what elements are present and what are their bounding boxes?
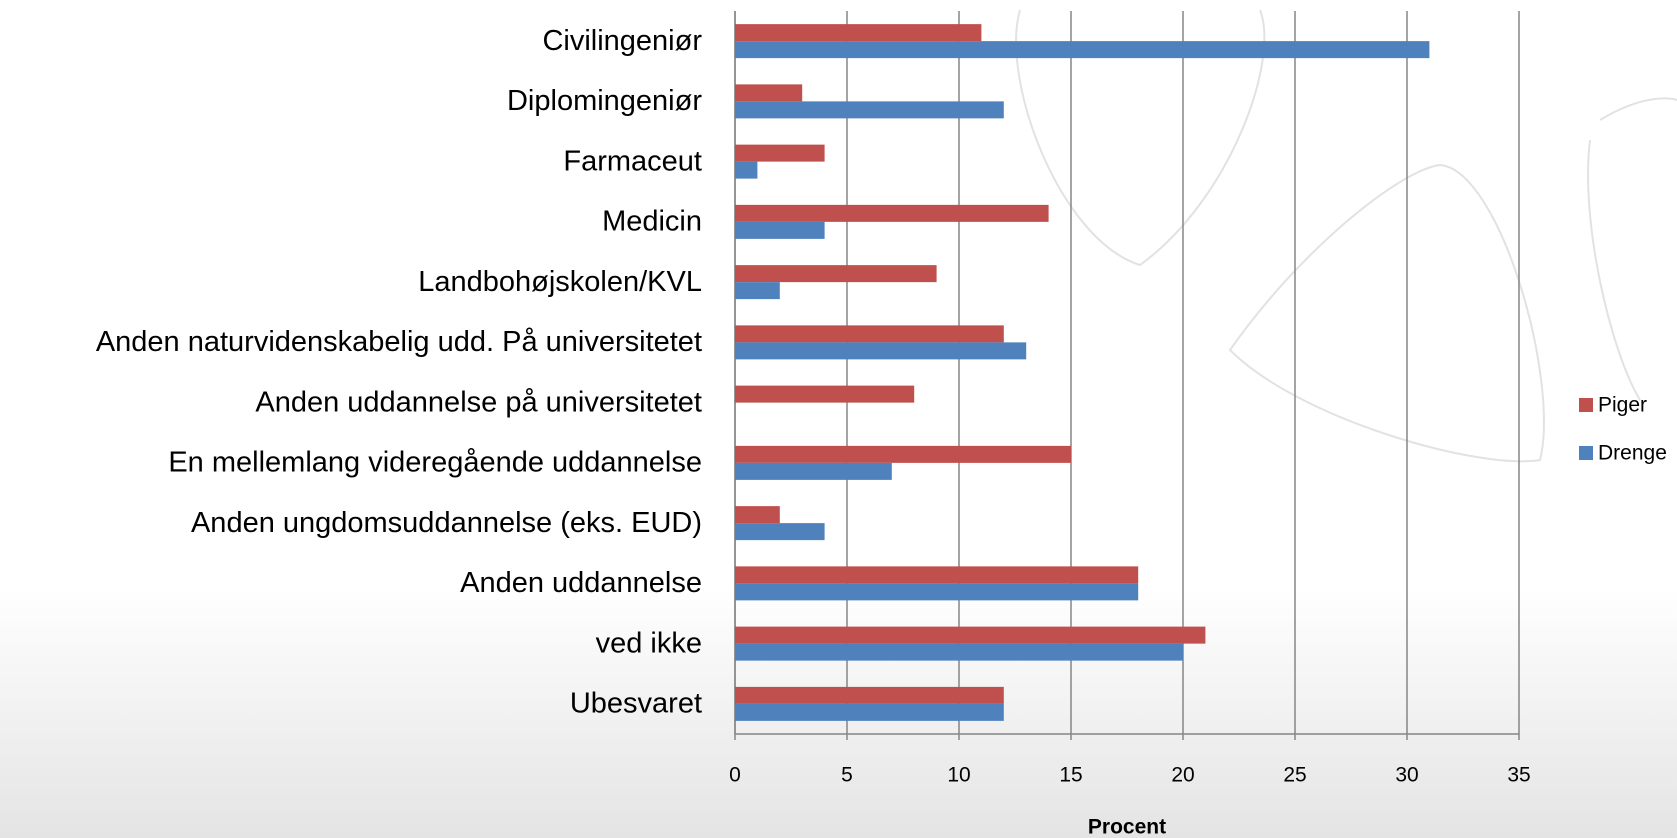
- x-tick-label: 0: [729, 764, 741, 787]
- bar: [735, 626, 1206, 644]
- y-tick-label: Anden uddannelse: [460, 567, 702, 599]
- bar: [735, 101, 1004, 119]
- y-tick-label: En mellemlang videregående uddannelse: [168, 447, 702, 479]
- bar: [735, 265, 937, 283]
- bar: [735, 566, 1139, 584]
- bar: [735, 703, 1004, 721]
- bar: [735, 583, 1139, 601]
- bar: [735, 41, 1430, 59]
- x-tick-label: 5: [841, 764, 853, 787]
- y-tick-label: Civilingeniør: [542, 25, 702, 57]
- bar: [735, 144, 825, 162]
- y-tick-label: Farmaceut: [563, 145, 702, 177]
- bar: [735, 342, 1027, 360]
- legend-label: Drenge: [1598, 442, 1667, 465]
- y-tick-label: Ubesvaret: [570, 688, 702, 720]
- bar: [735, 325, 1004, 343]
- x-tick-label: 30: [1395, 764, 1418, 787]
- legend-swatch: [1579, 446, 1593, 460]
- y-tick-label: Landbohøjskolen/KVL: [418, 266, 702, 298]
- y-tick-label: Diplomingeniør: [507, 85, 702, 117]
- bar: [735, 204, 1049, 222]
- legend-swatch: [1579, 398, 1593, 412]
- y-tick-label: Anden naturvidenskabelig udd. På univers…: [96, 326, 702, 358]
- bar: [735, 282, 780, 300]
- bar: [735, 24, 982, 42]
- bar: [735, 161, 758, 179]
- bar: [735, 523, 825, 541]
- x-tick-label: 15: [1059, 764, 1082, 787]
- bar: [735, 462, 892, 480]
- bar: [735, 506, 780, 524]
- x-tick-label: 35: [1507, 764, 1530, 787]
- y-tick-label: Medicin: [602, 206, 702, 238]
- x-axis-label: Procent: [1088, 816, 1166, 838]
- bar: [735, 385, 915, 403]
- bar: [735, 84, 803, 102]
- bar: [735, 221, 825, 239]
- y-tick-label: Anden uddannelse på universitetet: [255, 386, 702, 418]
- y-tick-label: ved ikke: [596, 627, 702, 659]
- bar: [735, 445, 1071, 463]
- x-tick-label: 25: [1283, 764, 1306, 787]
- x-tick-label: 10: [947, 764, 970, 787]
- bar: [735, 643, 1183, 661]
- legend-label: Piger: [1598, 394, 1647, 417]
- y-tick-label: Anden ungdomsuddannelse (eks. EUD): [191, 507, 702, 539]
- decoration: [1015, 9, 1677, 463]
- x-tick-label: 20: [1171, 764, 1194, 787]
- bar: [735, 686, 1004, 704]
